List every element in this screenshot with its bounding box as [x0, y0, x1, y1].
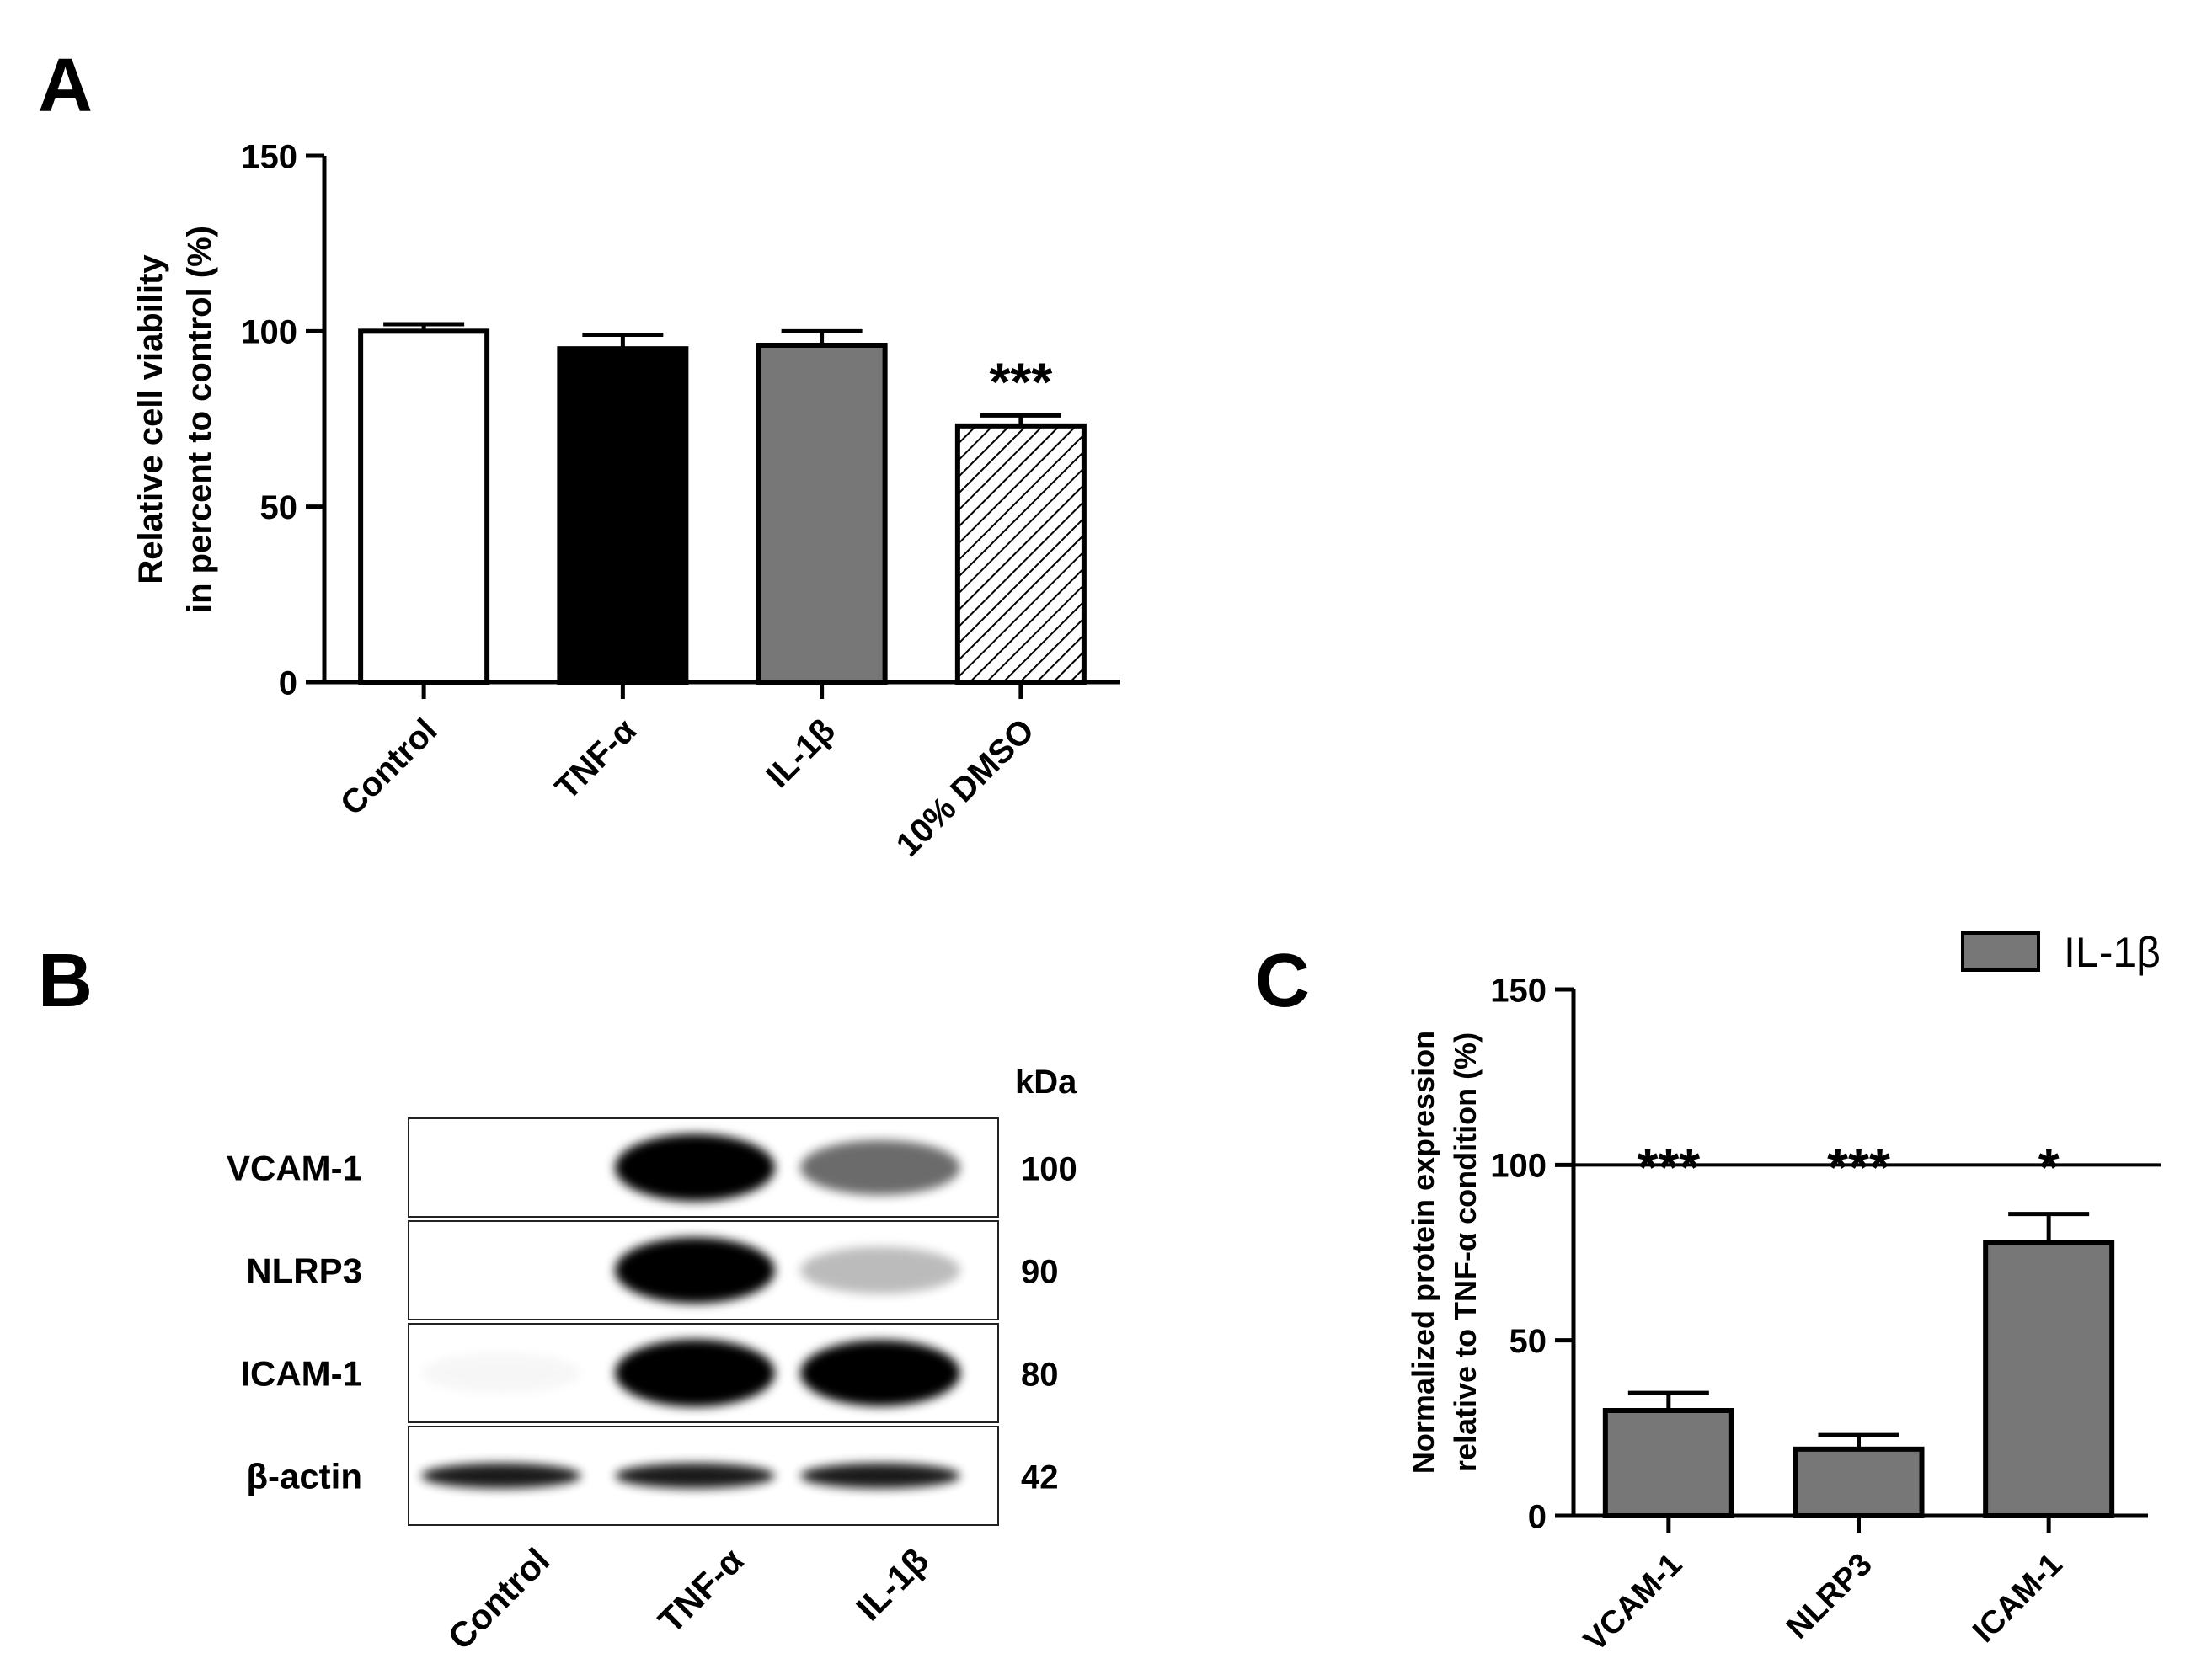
c-bar	[1602, 1408, 1734, 1518]
blot-band	[615, 1463, 775, 1489]
blot-band	[800, 1246, 960, 1294]
c-ytick-label: 0	[1528, 1498, 1547, 1535]
c-significance: ***	[1637, 1137, 1700, 1197]
c-category-label: VCAM-1	[1577, 1547, 1689, 1659]
c-significance: *	[2038, 1137, 2060, 1197]
y-label-a-line1: Relative cell viability	[132, 254, 169, 584]
y-label-c-line1: Normalized protein expression	[1406, 1031, 1440, 1474]
y-label-a-line2: in percent to control (%)	[181, 226, 218, 613]
blot-band	[615, 1133, 775, 1202]
a-ytick-label: 150	[241, 138, 297, 175]
blot-band	[800, 1463, 960, 1489]
blot-protein-label: VCAM-1	[227, 1149, 362, 1188]
a-category-label: TNF-α	[548, 712, 644, 807]
blot-band	[615, 1237, 775, 1304]
chart-c: Normalized protein expression relative t…	[1406, 929, 2161, 1658]
chart-a: Relative cell viability in percent to co…	[132, 138, 1120, 864]
y-label-c-line2: relative to TNF-α condition (%)	[1448, 1032, 1483, 1472]
blot-band	[615, 1339, 775, 1407]
blot-band	[800, 1340, 960, 1406]
a-category-label: IL-1β	[759, 712, 842, 795]
a-significance: ***	[990, 351, 1053, 412]
c-bar	[1983, 1240, 2115, 1518]
legend-label-il1b: IL-1β	[2064, 929, 2161, 976]
c-category-label: NLRP3	[1780, 1547, 1879, 1646]
a-ytick-label: 100	[241, 314, 297, 351]
c-significance: ***	[1827, 1137, 1890, 1197]
a-category-label: Control	[334, 712, 445, 823]
a-bar	[557, 346, 689, 685]
a-bar	[358, 328, 490, 685]
c-ytick-label: 150	[1490, 972, 1547, 1009]
a-category-label: 10% DMSO	[890, 712, 1041, 863]
blot-band	[800, 1139, 960, 1196]
a-ytick-label: 50	[260, 489, 298, 526]
a-bar	[756, 343, 888, 685]
panel-label-a: A	[38, 44, 93, 128]
blot-band	[421, 1463, 581, 1489]
blot-kda-label: 42	[1021, 1459, 1059, 1496]
c-category-label: ICAM-1	[1966, 1547, 2069, 1650]
legend-swatch-il1b	[1961, 931, 2040, 972]
a-ytick-label: 0	[279, 664, 297, 701]
western-blot: kDa VCAM-1 100 NLRP3 90 ICAM-1 80 β-actin 42 Con…	[227, 1064, 1077, 1657]
blot-lane-label: Control	[441, 1540, 558, 1657]
c-bar	[1793, 1446, 1925, 1519]
panel-label-c: C	[1255, 939, 1310, 1023]
c-ytick-label: 50	[1509, 1323, 1547, 1360]
blot-protein-label: NLRP3	[246, 1251, 362, 1291]
blot-protein-label: β-actin	[246, 1457, 362, 1496]
a-bar	[954, 423, 1087, 685]
c-ytick-label: 100	[1490, 1148, 1547, 1185]
panel-label-b: B	[38, 939, 93, 1023]
blot-kda-label: 80	[1021, 1357, 1059, 1394]
blot-lane-label: TNF-α	[650, 1540, 751, 1640]
blot-kda-label: 90	[1021, 1254, 1059, 1291]
kda-unit-label: kDa	[1015, 1064, 1077, 1101]
blot-kda-label: 100	[1021, 1151, 1077, 1188]
blot-lane-label: IL-1β	[848, 1540, 936, 1628]
blot-band	[421, 1352, 581, 1394]
blot-protein-label: ICAM-1	[240, 1354, 362, 1394]
